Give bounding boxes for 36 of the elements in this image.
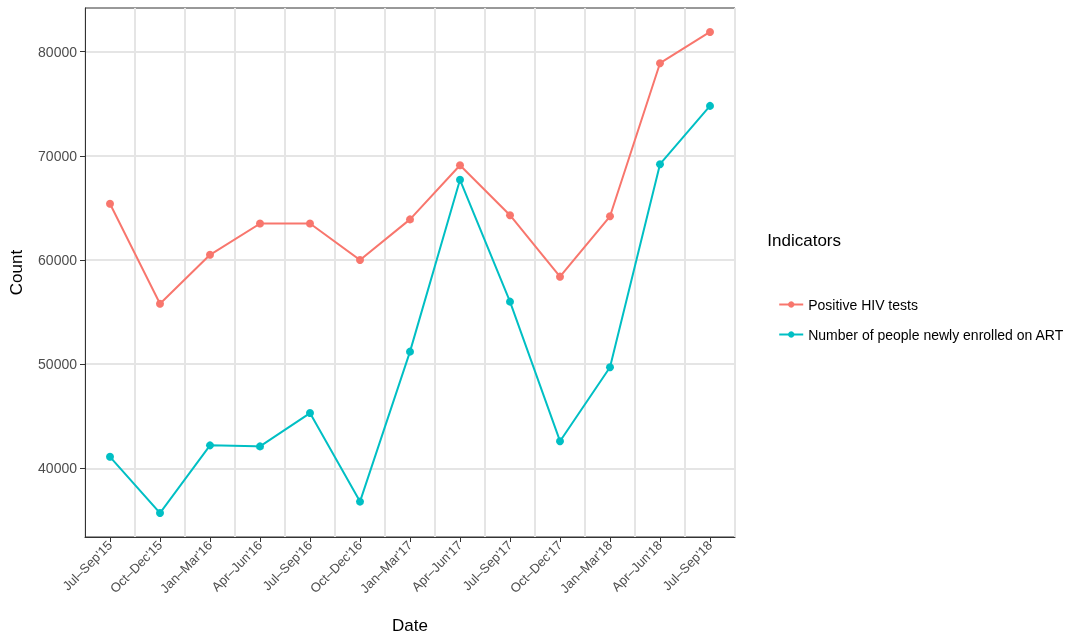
point	[406, 347, 414, 356]
point	[406, 215, 414, 224]
legend-title: Indicators	[767, 231, 841, 250]
y-tick-label: 80000	[38, 43, 78, 60]
point	[506, 297, 514, 306]
y-tick-label: 60000	[38, 252, 78, 268]
x-axis-title: Date	[392, 616, 428, 635]
point	[306, 409, 314, 418]
point	[106, 199, 114, 208]
point	[256, 219, 264, 228]
y-axis-title: Count	[7, 249, 26, 296]
point	[656, 160, 664, 169]
point	[356, 497, 364, 506]
legend-label: Number of people newly enrolled on ART	[808, 326, 1064, 343]
point	[556, 437, 564, 446]
point	[506, 211, 514, 220]
point	[156, 509, 164, 518]
point	[306, 219, 314, 228]
point	[456, 175, 464, 184]
point	[206, 250, 214, 259]
point	[656, 59, 664, 68]
legend-label: Positive HIV tests	[808, 296, 918, 313]
point	[606, 363, 614, 372]
y-tick-label: 50000	[38, 356, 78, 373]
point	[156, 299, 164, 308]
y-tick-label: 70000	[38, 147, 78, 164]
point	[706, 27, 714, 36]
point	[706, 101, 714, 110]
y-tick-label: 40000	[38, 460, 78, 477]
point	[106, 452, 114, 461]
point	[206, 441, 214, 450]
point	[256, 442, 264, 451]
point	[456, 161, 464, 170]
point	[556, 272, 564, 281]
point	[606, 212, 614, 221]
point	[356, 256, 364, 264]
